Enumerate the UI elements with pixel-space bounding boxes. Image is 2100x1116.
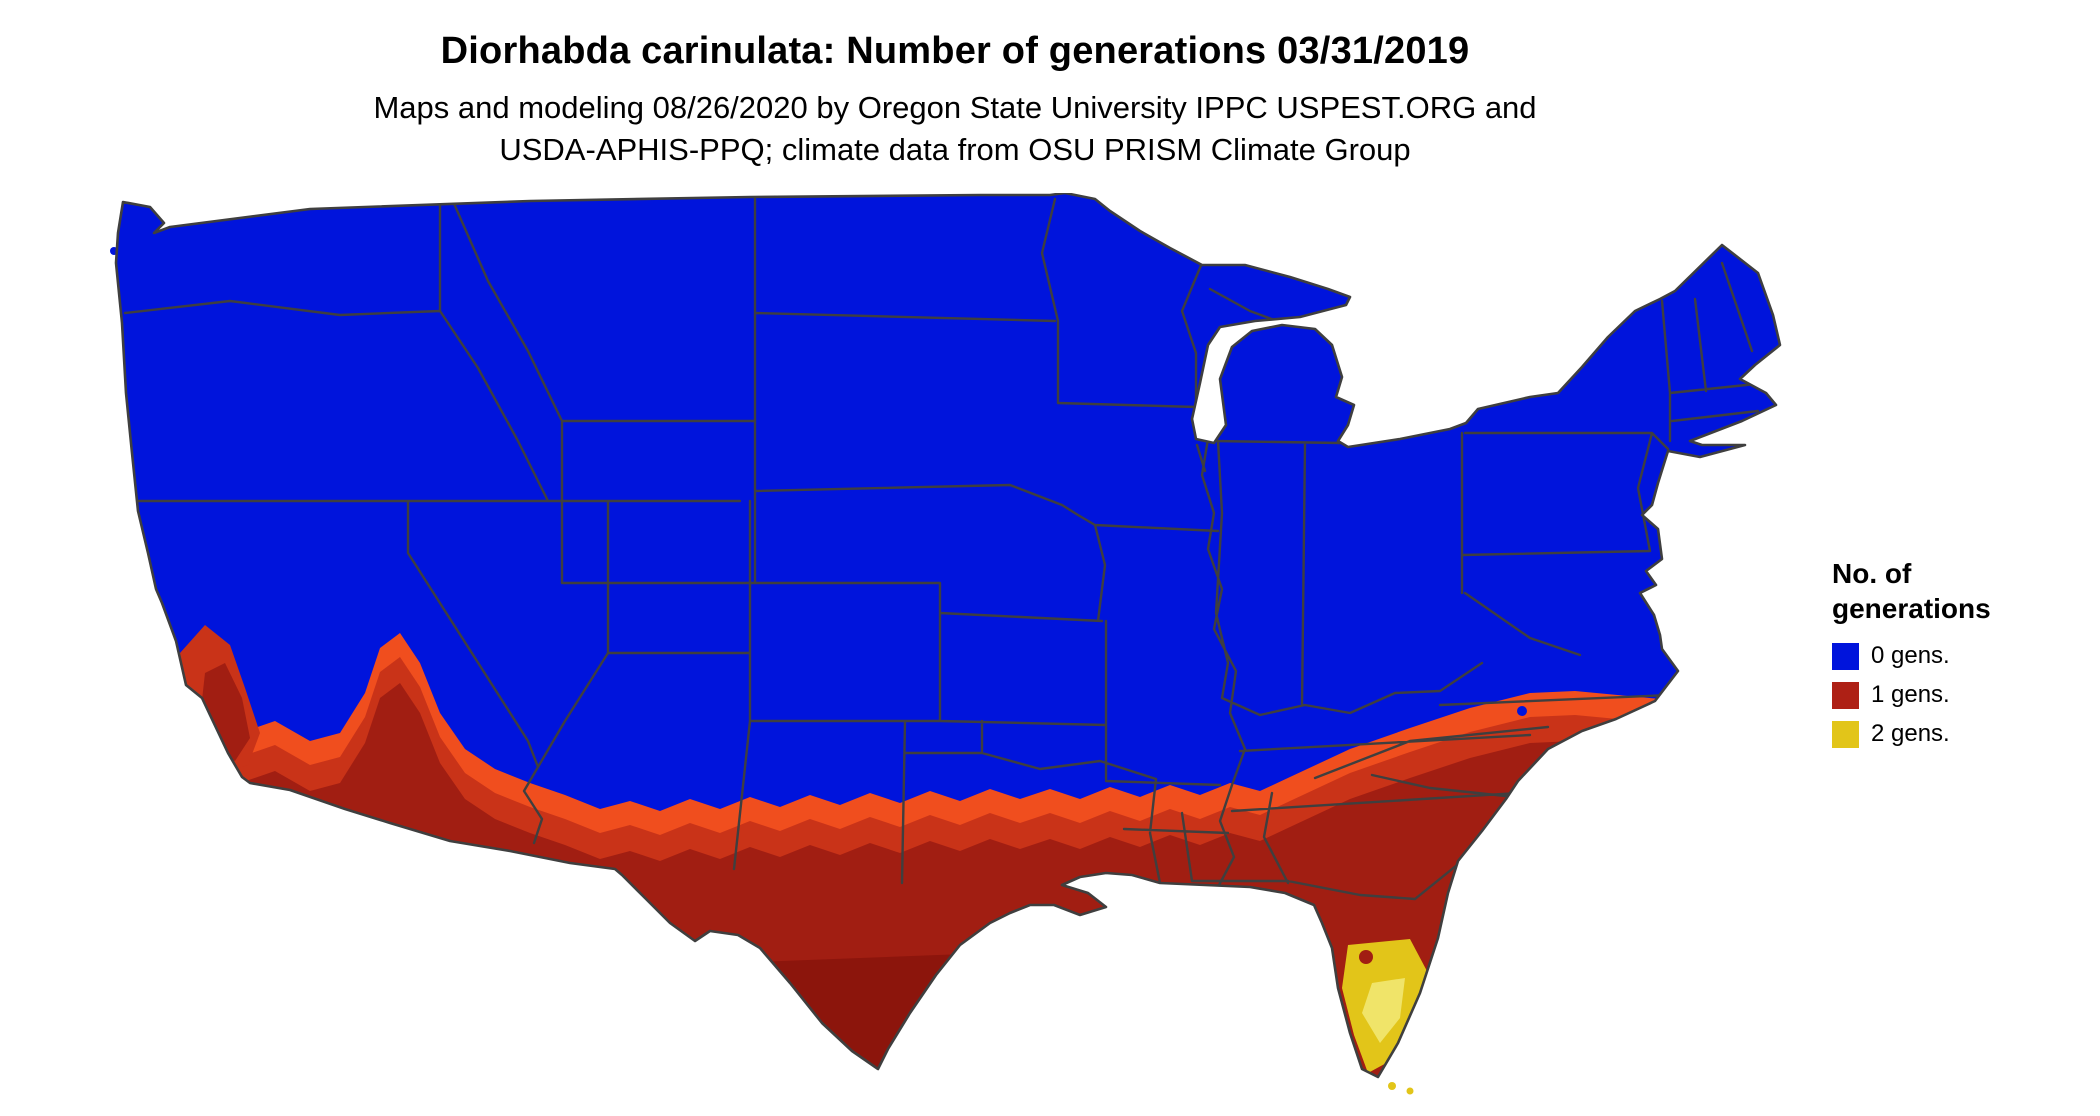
region-0-generations — [116, 193, 1780, 1077]
legend-swatch-2-gens-icon — [1832, 720, 1859, 748]
map-fill-layers — [116, 193, 1780, 1077]
figure-title: Diorhabda carinulata: Number of generati… — [440, 30, 1470, 72]
florida-keys-speck-2 — [1406, 1087, 1414, 1095]
legend-swatch-0-gens-icon — [1832, 642, 1859, 670]
legend-label-0-gens: 0 gens. — [1871, 642, 1950, 669]
legend-label-1-gens: 1 gens. — [1871, 681, 1950, 708]
florida-red-inclusion — [1359, 950, 1373, 964]
legend-item-2-gens: 2 gens. — [1832, 720, 2092, 748]
state-borders — [123, 197, 1767, 901]
washington-coast-island-speck-2 — [117, 268, 123, 274]
legend-title: No. of generations — [1832, 556, 2092, 626]
us-map — [110, 191, 1782, 1095]
map-container — [110, 191, 1790, 1105]
region-1-generation-south-texas — [710, 953, 990, 1077]
legend-item-0-gens: 0 gens. — [1832, 642, 2092, 670]
subtitle-line-2: USDA-APHIS-PPQ; climate data from OSU PR… — [499, 132, 1411, 167]
legend-item-1-gens: 1 gens. — [1832, 681, 2092, 709]
carolina-coast-blue-speck — [1517, 706, 1527, 716]
figure-subtitle: Maps and modeling 08/26/2020 by Oregon S… — [0, 87, 1910, 171]
legend-items: 0 gens. 1 gens. 2 gens. — [1832, 642, 2092, 748]
legend-title-line-2: generations — [1832, 593, 1991, 624]
subtitle-line-1: Maps and modeling 08/26/2020 by Oregon S… — [373, 90, 1537, 125]
legend: No. of generations 0 gens. 1 gens. 2 gen… — [1832, 556, 2092, 759]
figure-header: Diorhabda carinulata: Number of generati… — [0, 30, 1910, 171]
legend-label-2-gens: 2 gens. — [1871, 720, 1950, 747]
us-outline — [114, 191, 1782, 1079]
florida-keys-speck — [1388, 1082, 1396, 1090]
legend-title-line-1: No. of — [1832, 558, 1912, 589]
legend-swatch-1-gens-icon — [1832, 681, 1859, 709]
region-2-generations-inner-light — [1362, 978, 1405, 1043]
